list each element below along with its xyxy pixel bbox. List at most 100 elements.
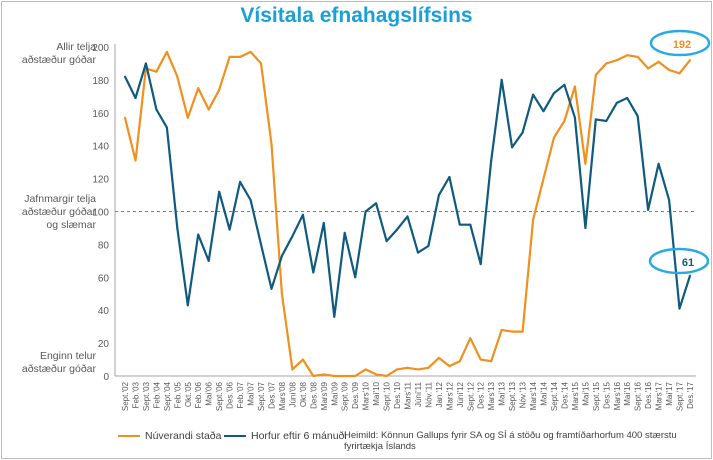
y-annotation-top: Allir telja aðstæður góðar: [6, 41, 96, 67]
x-tick-label: Mars'13: [487, 381, 496, 410]
x-tick-label: Sept.'06: [215, 381, 224, 411]
x-tick-label: Nóv.'11: [424, 381, 433, 407]
x-tick-label: Maí'09: [330, 381, 339, 405]
callout-label-outlook: 61: [682, 257, 694, 269]
x-tick-label: Des.'10: [393, 381, 402, 408]
data-point: [301, 213, 304, 216]
y-tick-label: 80: [98, 240, 110, 251]
data-point: [427, 366, 430, 369]
y-annotation-line: aðstæður góðar: [21, 54, 96, 66]
x-tick-label: Des.'16: [644, 381, 653, 408]
x-tick-label: Sept.'15: [592, 381, 601, 411]
data-point: [605, 62, 608, 65]
data-point: [134, 159, 137, 162]
data-point: [511, 330, 514, 333]
data-point: [647, 208, 650, 211]
source-note: Heimild: Könnun Gallups fyrir SA og SÍ á…: [344, 430, 677, 452]
y-annotation-line: Enginn telur: [39, 350, 96, 362]
y-annotation-middle: Jafnmargir telja aðstæður góðar og slæma…: [6, 193, 96, 232]
data-point: [448, 175, 451, 178]
data-point: [155, 70, 158, 73]
data-point: [552, 92, 555, 95]
x-tick-label: Maí'16: [623, 381, 632, 405]
y-annotation-line: og slæmar: [46, 219, 96, 231]
data-point: [270, 287, 273, 290]
x-tick-label: Des.'12: [477, 381, 486, 408]
x-tick-label: Júní'12: [456, 381, 465, 407]
data-point: [301, 358, 304, 361]
data-point: [594, 118, 597, 121]
x-tick-label: Des.'07: [267, 381, 276, 408]
data-point: [375, 202, 378, 205]
data-point: [689, 59, 691, 62]
data-point: [657, 162, 660, 165]
x-tick-label: Des.'15: [602, 381, 611, 408]
x-tick-label: Des.'09: [351, 381, 360, 408]
x-tick-label: Maí'07: [247, 381, 256, 405]
y-tick-label: 60: [98, 273, 110, 284]
x-tick-label: Sept.'02: [121, 381, 130, 411]
y-tick-label: 140: [92, 142, 109, 153]
data-point: [186, 116, 189, 119]
data-point: [280, 292, 283, 295]
x-tick-label: Mars'14: [529, 381, 538, 410]
x-tick-label: Maí'06: [205, 381, 214, 405]
x-tick-label: Maí'15: [581, 381, 590, 405]
data-point: [396, 228, 399, 231]
data-point: [573, 116, 576, 119]
data-point: [165, 126, 168, 129]
data-point: [605, 120, 608, 123]
series-line-outlook: [124, 62, 692, 318]
data-point: [490, 360, 493, 363]
data-point: [636, 55, 639, 58]
data-point: [479, 358, 482, 361]
data-point: [343, 231, 346, 234]
x-tick-label: Mars'10: [362, 381, 371, 410]
x-tick-label: Nóv.'13: [519, 381, 528, 408]
legend-label: Núverandi staða: [145, 430, 222, 442]
legend-swatch-blue: [224, 435, 246, 437]
data-point: [260, 62, 263, 65]
x-tick-label: Mars'17: [655, 381, 664, 410]
data-point: [124, 75, 126, 78]
x-tick-label: Maí'14: [540, 381, 549, 405]
data-point: [678, 72, 681, 75]
data-point: [532, 93, 535, 96]
x-tick-label: Okt.'08: [299, 381, 308, 407]
x-tick-label: Okt.'05: [184, 381, 193, 407]
x-tick-label: Maí'10: [372, 381, 381, 405]
data-point: [270, 143, 273, 146]
y-tick-label: 100: [92, 208, 109, 219]
data-point: [479, 263, 482, 266]
data-point: [364, 368, 367, 371]
data-point: [343, 375, 346, 377]
data-point: [594, 73, 597, 76]
data-point: [469, 337, 472, 340]
data-point: [155, 108, 158, 111]
legend-swatch-orange: [118, 435, 140, 437]
x-tick-label: Mars'16: [613, 381, 622, 410]
data-point: [228, 228, 231, 231]
x-tick-label: Sept.'03: [142, 381, 151, 411]
data-point: [322, 373, 325, 376]
data-point: [416, 368, 419, 371]
x-tick-label: Sept.'07: [257, 381, 266, 411]
x-tick-label: Júní'11: [414, 381, 423, 407]
data-point: [563, 83, 566, 86]
data-point: [385, 240, 388, 243]
data-point: [511, 146, 514, 149]
callout-label-current: 192: [673, 39, 691, 51]
x-tick-label: Feb.'04: [152, 381, 161, 408]
data-point: [144, 62, 147, 65]
data-point: [165, 50, 168, 53]
x-tick-label: Des.'06: [226, 381, 235, 408]
x-tick-label: Sept.'13: [508, 381, 517, 411]
data-point: [197, 87, 200, 90]
data-point: [647, 67, 650, 70]
data-point: [437, 194, 440, 197]
data-point: [626, 96, 629, 99]
data-point: [322, 222, 325, 225]
data-point: [239, 55, 242, 58]
y-tick-label: 200: [92, 43, 109, 54]
